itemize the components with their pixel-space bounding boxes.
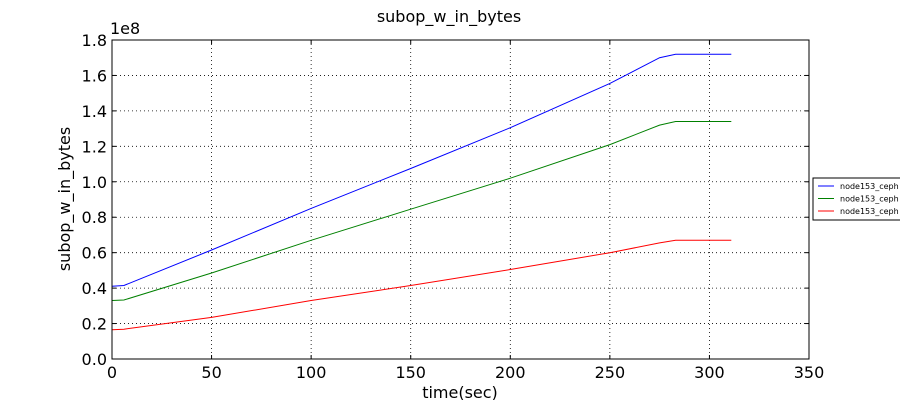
y-offset-label: 1e8	[110, 19, 140, 38]
y-tick-label: 1.0	[82, 173, 107, 192]
series-line-3	[111, 239, 732, 331]
y-tick-label: 0.0	[82, 350, 107, 369]
x-tick-label: 0	[107, 363, 117, 382]
y-tick-label: 1.8	[82, 31, 107, 50]
y-tick-label: 0.8	[82, 208, 107, 227]
x-tick-label: 250	[595, 363, 626, 382]
series-lines	[111, 53, 732, 331]
x-tick-label: 200	[495, 363, 526, 382]
legend-label-1: node153_ceph	[840, 182, 899, 191]
x-tick-label: 300	[694, 363, 725, 382]
y-axis-ticks: 0.0 0.2 0.4 0.6 0.8 1.0 1.2 1.4 1.6 1.8	[82, 31, 809, 369]
x-tick-label: 150	[395, 363, 426, 382]
x-axis-ticks: 0 50 100 150 200 250 300 350	[107, 40, 824, 382]
y-tick-label: 1.4	[82, 102, 107, 121]
y-tick-label: 0.4	[82, 279, 107, 298]
y-tick-label: 0.2	[82, 315, 107, 334]
x-tick-label: 350	[794, 363, 825, 382]
x-axis-label: time(sec)	[422, 383, 498, 400]
y-tick-label: 1.6	[82, 66, 107, 85]
chart-title: subop_w_in_bytes	[377, 7, 521, 27]
series-line-2	[111, 121, 732, 301]
y-tick-label: 1.2	[82, 137, 107, 156]
series-line-1	[111, 53, 732, 287]
x-tick-label: 100	[296, 363, 327, 382]
legend-label-2: node153_ceph	[840, 195, 899, 204]
grid	[112, 40, 809, 359]
legend-label-3: node153_ceph	[840, 207, 899, 216]
plot-frame	[111, 39, 810, 360]
y-tick-label: 0.6	[82, 244, 107, 263]
x-tick-label: 50	[201, 363, 221, 382]
y-axis-label: subop_w_in_bytes	[55, 127, 75, 271]
legend: node153_ceph node153_ceph node153_ceph	[812, 177, 900, 221]
